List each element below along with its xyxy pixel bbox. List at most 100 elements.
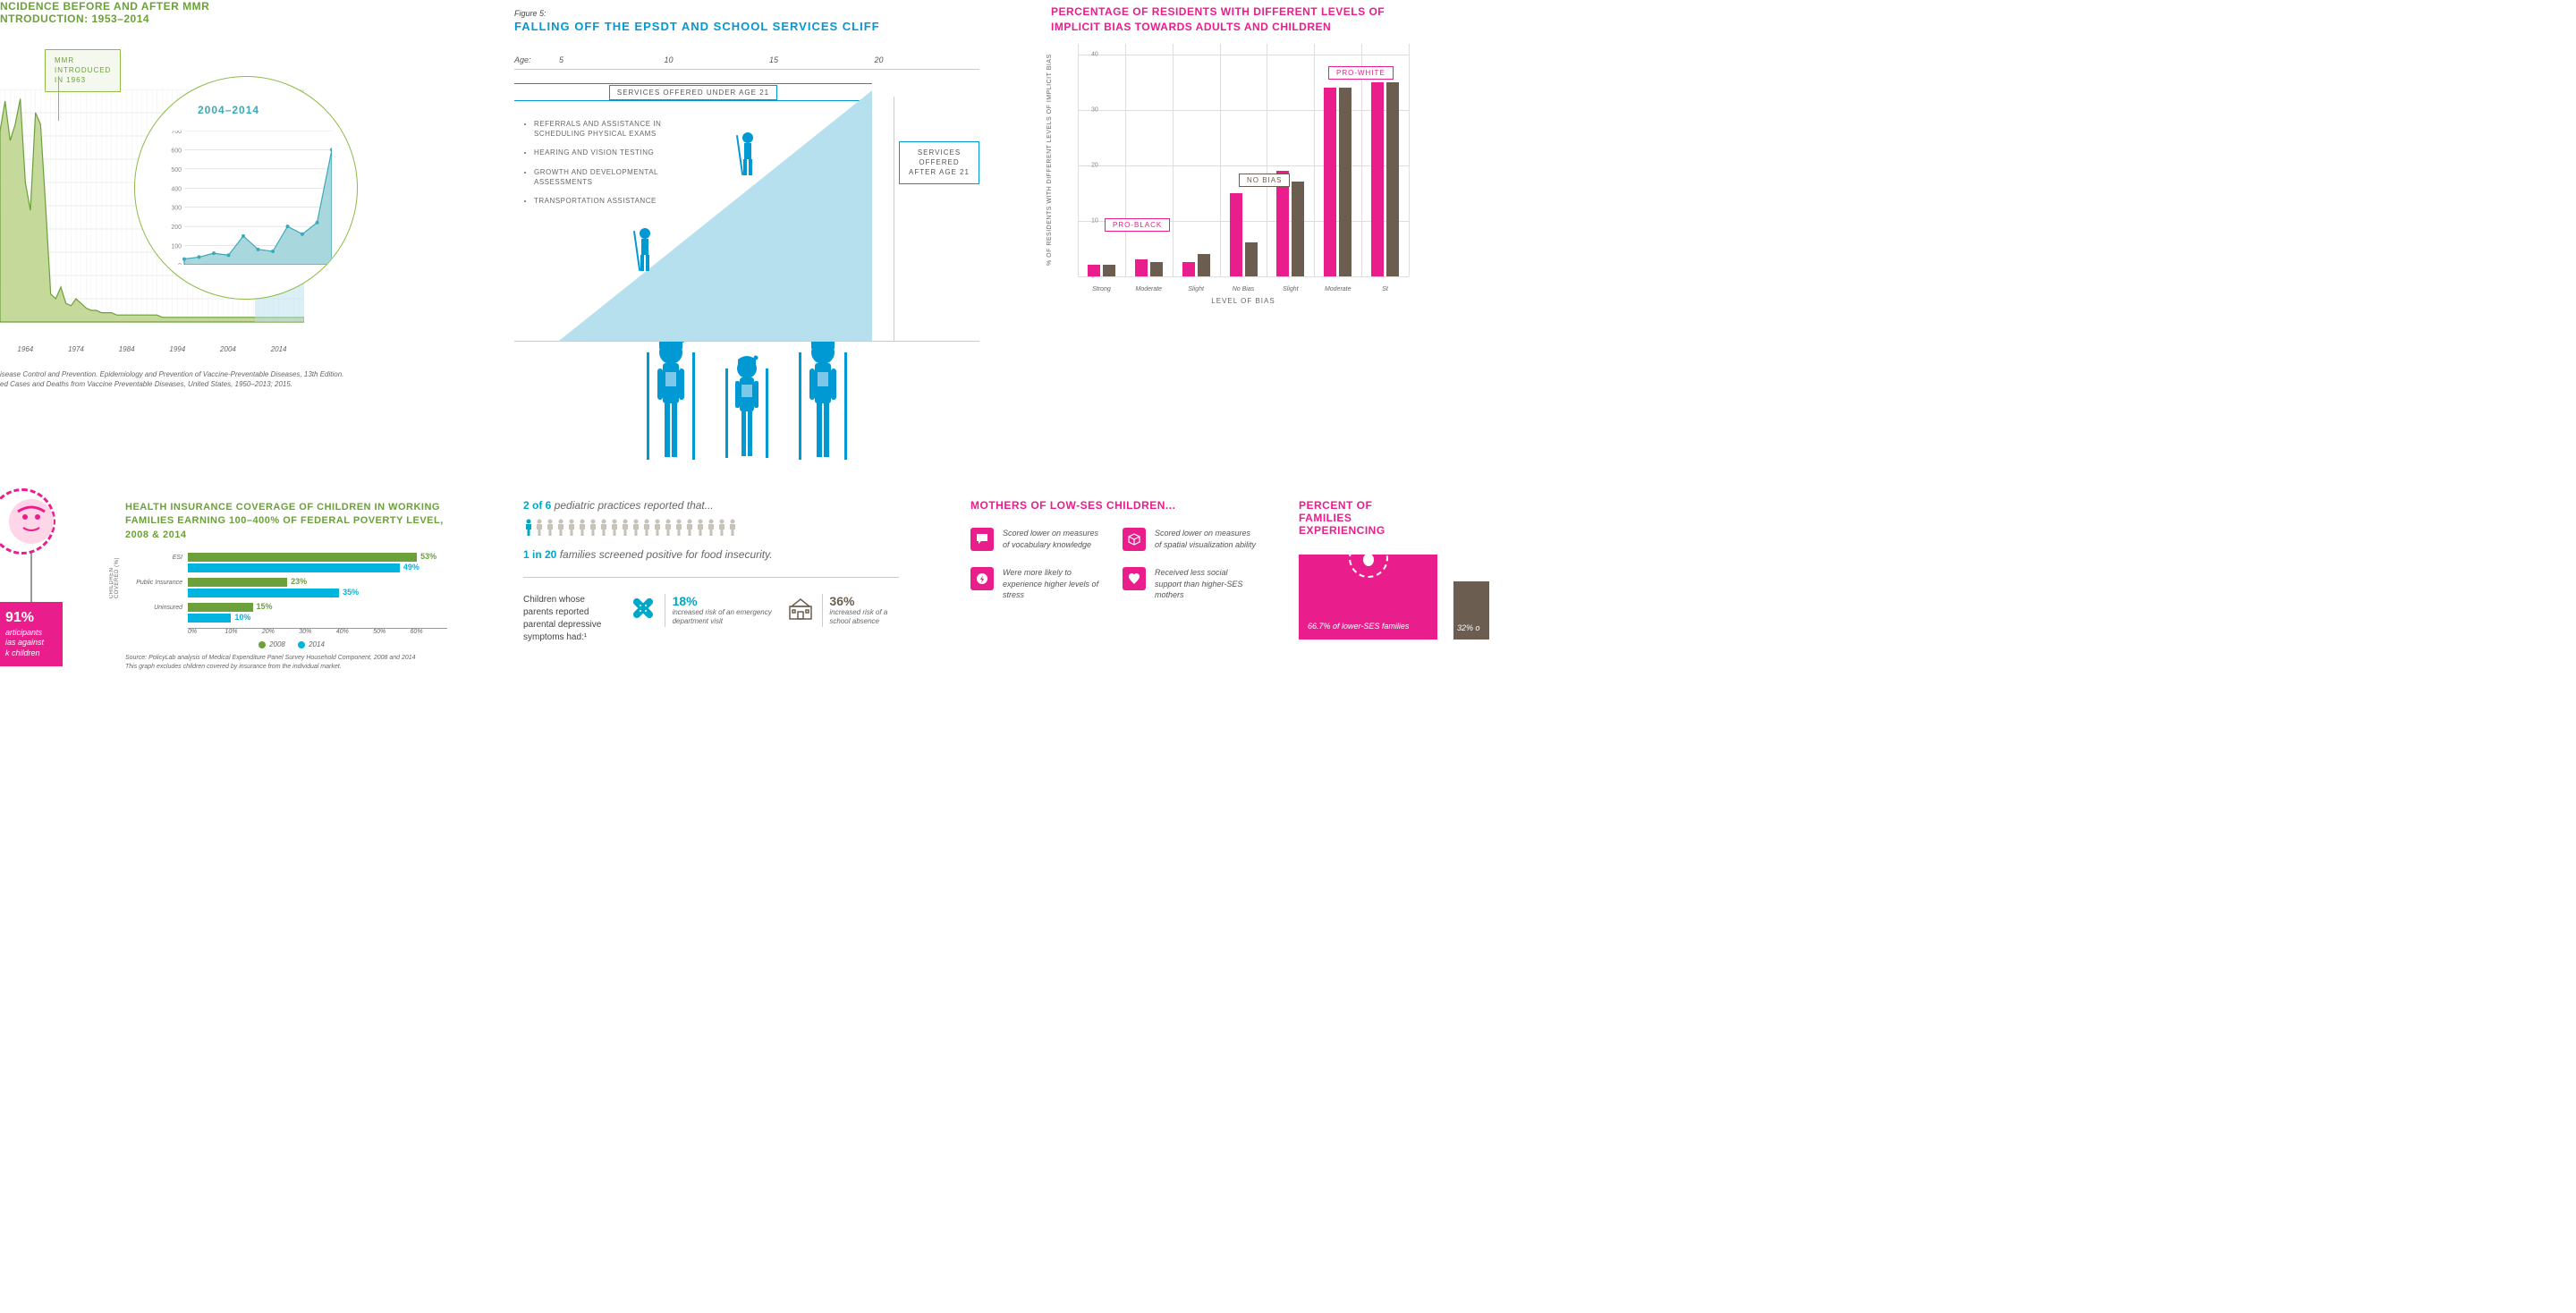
person-icon [684, 519, 695, 541]
ninety-one-pct-panel: 91% articipants ias against k children [0, 499, 63, 666]
stat-item-1: 18% increased risk of an emergency depar… [629, 594, 773, 627]
bar-group: Slight [1267, 171, 1314, 276]
speech-icon [970, 528, 994, 551]
person-icon [716, 519, 727, 541]
p2-title: FALLING OFF THE EPSDT AND SCHOOL SERVICE… [514, 20, 979, 33]
heart-icon [1123, 567, 1146, 590]
coverage-row: 49% [125, 563, 447, 572]
hbar-2014 [188, 563, 400, 572]
ses-item: Scored lower on measures of spatial visu… [1123, 528, 1257, 551]
person-icon [620, 519, 631, 541]
hbar-val: 15% [257, 602, 273, 611]
inset-chart: 7006005004003002001000 [162, 131, 332, 265]
bar [1339, 88, 1352, 275]
person-icon [674, 519, 684, 541]
stem-line [30, 553, 32, 602]
large-figures-row [514, 336, 979, 470]
person-icon [545, 519, 555, 541]
x-tick-label: Moderate [1314, 286, 1361, 292]
p7-title: MOTHERS OF LOW-SES CHILDREN... [970, 499, 1257, 512]
person-icon [727, 519, 738, 541]
bar [1103, 265, 1115, 275]
p1-source-line1: isease Control and Prevention. Epidemiol… [0, 369, 343, 379]
stat2-pct: 36% [829, 594, 899, 608]
after-21-box: SERVICES OFFERED AFTER AGE 21 [899, 141, 979, 184]
cliff-chart-area: SERVICES OFFERED UNDER AGE 21 REFERRALS … [514, 69, 979, 342]
hbar-2008 [188, 578, 287, 587]
bar-lower-ses: 66.7% of lower-SES families [1299, 555, 1437, 640]
bar [1150, 262, 1163, 275]
hbar-2014 [188, 589, 339, 597]
p1-source: isease Control and Prevention. Epidemiol… [0, 369, 343, 389]
ses-item: Received less social support than higher… [1123, 567, 1257, 601]
stat1-text: increased risk of an emergency departmen… [673, 608, 773, 627]
stat2-text: increased risk of a school absence [829, 608, 899, 627]
bolt-icon [970, 567, 994, 590]
coverage-row: Public Insurance23% [125, 578, 447, 587]
stat-item-2: 36% increased risk of a school absence [786, 594, 899, 627]
bottom-label: Children whose parents reported parental… [523, 594, 615, 644]
ses-item-text: Received less social support than higher… [1155, 567, 1257, 601]
inset-chart-circle: 2004–2014 7006005004003002001000 [134, 76, 358, 300]
mmr-incidence-panel: NCIDENCE BEFORE AND AFTER MMR NTRODUCTIO… [0, 0, 394, 394]
cliff-triangle [559, 90, 872, 341]
person-icon [588, 519, 598, 541]
person-figures-row [523, 519, 899, 541]
person-icon [706, 519, 716, 541]
legend-2008: 2008 [269, 640, 285, 648]
person-icon [609, 519, 620, 541]
p8-title: PERCENT OF FAMILIES EXPERIENCING [1299, 499, 1406, 537]
person-icon [566, 519, 577, 541]
person-icon [555, 519, 566, 541]
person-icon [631, 519, 641, 541]
legend-dot-2014 [298, 641, 305, 648]
mothers-ses-panel: MOTHERS OF LOW-SES CHILDREN... Scored lo… [970, 499, 1257, 601]
svg-text:600: 600 [171, 148, 182, 154]
pediatric-practices-panel: 2 of 6 pediatric practices reported that… [523, 499, 899, 644]
bar [1324, 88, 1336, 275]
hbar-val: 53% [420, 552, 436, 561]
svg-text:0: 0 [178, 263, 182, 265]
inset-title: 2004–2014 [198, 104, 259, 116]
face-icon [9, 499, 54, 544]
hbar-val: 49% [403, 563, 419, 572]
x-tick-label: Slight [1267, 286, 1314, 292]
p1-title: NCIDENCE BEFORE AND AFTER MMR NTRODUCTIO… [0, 0, 394, 25]
coverage-row: 10% [125, 614, 447, 623]
line1-bold: 2 of 6 [523, 499, 551, 512]
legend-dot-2008 [258, 641, 266, 648]
ses-item-text: Scored lower on measures of spatial visu… [1155, 528, 1257, 550]
pct-line3: k children [5, 648, 57, 659]
hiker-figure-3 [792, 336, 854, 470]
row-label: Uninsured [125, 605, 188, 611]
age-tick: 10 [665, 55, 770, 64]
bar-group: Slight [1173, 254, 1220, 276]
hbar-val: 10% [234, 613, 250, 622]
climber-figure-small-1 [733, 131, 762, 180]
age-tick: 15 [769, 55, 875, 64]
person-icon [695, 519, 706, 541]
p5-x-axis: 0%10%20%30%40%50%60% [188, 628, 447, 635]
bar [1230, 193, 1242, 276]
hiker-figure-2 [720, 354, 774, 470]
pct-box: 91% articipants ias against k children [0, 602, 63, 666]
hbar-2014 [188, 614, 231, 623]
coverage-row: ESI53% [125, 553, 447, 562]
coverage-row: Uninsured 15% [125, 603, 447, 612]
coverage-bar-chart: CHILDREN COVERED (%) ESI53%49%Public Ins… [125, 553, 447, 672]
p3-y-label: % OF RESIDENTS WITH DIFFERENT LEVELS OF … [1046, 44, 1053, 276]
person-icon [534, 519, 545, 541]
bar1-label: 66.7% of lower-SES families [1308, 622, 1409, 631]
overlay-label: NO BIAS [1239, 174, 1290, 187]
p3-title: PERCENTAGE OF RESIDENTS WITH DIFFERENT L… [1051, 4, 1409, 35]
hbar-val: 23% [291, 577, 307, 586]
p3-x-label: LEVEL OF BIAS [1078, 297, 1409, 305]
person-icon [641, 519, 652, 541]
ses-item-text: Were more likely to experience higher le… [1003, 567, 1105, 601]
coverage-row: 35% [125, 589, 447, 597]
ses-item: Were more likely to experience higher le… [970, 567, 1105, 601]
pct-line2: ias against [5, 638, 57, 648]
bar [1198, 254, 1210, 276]
svg-text:100: 100 [171, 244, 182, 250]
line1-rest: pediatric practices reported that... [551, 499, 713, 512]
